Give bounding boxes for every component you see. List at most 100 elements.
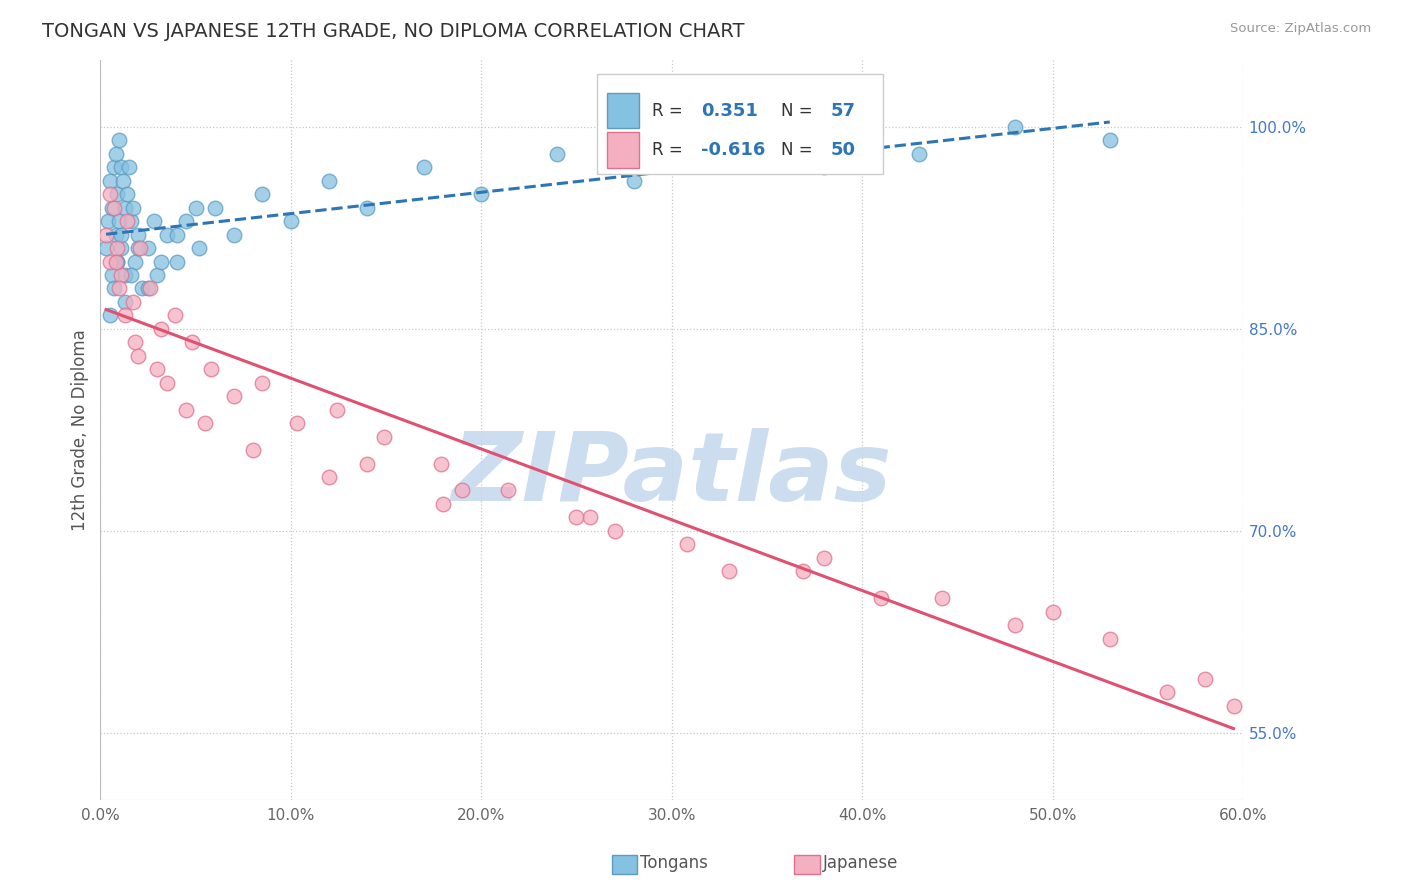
Point [127,227,149,242]
Point [114,201,136,215]
Point [110,227,132,242]
Point [496,483,519,498]
Point [107,254,129,268]
Point [285,416,308,430]
Point [156,227,179,242]
Point [432,497,454,511]
Point [98,309,121,323]
Point [451,483,474,498]
Point [252,187,274,202]
Point [1156,685,1178,699]
Point [356,457,378,471]
Text: -0.616: -0.616 [702,141,766,159]
Text: N =: N = [782,102,813,120]
Text: Japanese: Japanese [823,855,898,872]
Point [603,524,626,538]
Point [103,161,125,175]
Point [142,214,165,228]
Point [1222,698,1244,713]
Point [180,335,202,350]
Point [717,564,740,578]
Point [579,510,602,524]
Point [98,254,121,268]
Point [136,241,159,255]
Point [110,268,132,282]
Point [127,241,149,255]
Point [166,254,188,268]
Point [108,133,131,147]
Point [931,591,953,606]
Point [1194,672,1216,686]
Point [103,281,125,295]
Point [146,362,169,376]
Point [107,254,129,268]
Point [107,187,129,202]
Text: Source: ZipAtlas.com: Source: ZipAtlas.com [1230,22,1371,36]
Point [124,254,146,268]
Point [717,133,740,147]
Point [112,174,135,188]
Point [127,349,149,363]
Point [1004,618,1026,632]
Point [1004,120,1026,134]
Point [131,281,153,295]
Point [104,227,127,242]
Point [150,322,173,336]
Point [114,295,136,310]
Point [318,470,340,484]
Point [676,537,699,551]
Point [623,174,645,188]
Text: 57: 57 [831,102,856,120]
Point [813,550,835,565]
Point [356,201,378,215]
Point [121,201,143,215]
Text: R =: R = [652,141,683,159]
Text: ZIPatlas: ZIPatlas [451,428,891,521]
Point [98,187,121,202]
Bar [606,132,638,168]
Point [280,214,302,228]
Point [242,443,264,458]
Bar [606,93,638,128]
Point [200,362,222,376]
Point [252,376,274,390]
Point [870,591,893,606]
Point [565,510,588,524]
Point [470,187,492,202]
Y-axis label: 12th Grade, No Diploma: 12th Grade, No Diploma [72,329,89,531]
Point [94,241,117,255]
Point [318,174,340,188]
Point [184,201,207,215]
Point [163,309,186,323]
Text: TONGAN VS JAPANESE 12TH GRADE, NO DIPLOMA CORRELATION CHART: TONGAN VS JAPANESE 12TH GRADE, NO DIPLOM… [42,22,745,41]
Point [413,161,436,175]
Point [124,335,146,350]
Point [325,402,347,417]
Point [101,201,124,215]
Point [146,268,169,282]
Point [166,227,188,242]
Bar [598,74,883,174]
Point [373,429,395,443]
Point [104,146,127,161]
Point [118,161,141,175]
Point [430,457,453,471]
Point [174,402,197,417]
Point [94,227,117,242]
Point [114,309,136,323]
Point [792,564,814,578]
Text: Tongans: Tongans [640,855,707,872]
Point [129,241,152,255]
Text: R =: R = [652,102,683,120]
Point [204,201,226,215]
Point [222,389,245,403]
Point [156,376,179,390]
Point [98,174,121,188]
Point [222,227,245,242]
Point [150,254,173,268]
Text: N =: N = [782,141,813,159]
Point [1098,632,1121,646]
Point [120,268,142,282]
Text: 50: 50 [831,141,856,159]
Point [1042,605,1064,619]
